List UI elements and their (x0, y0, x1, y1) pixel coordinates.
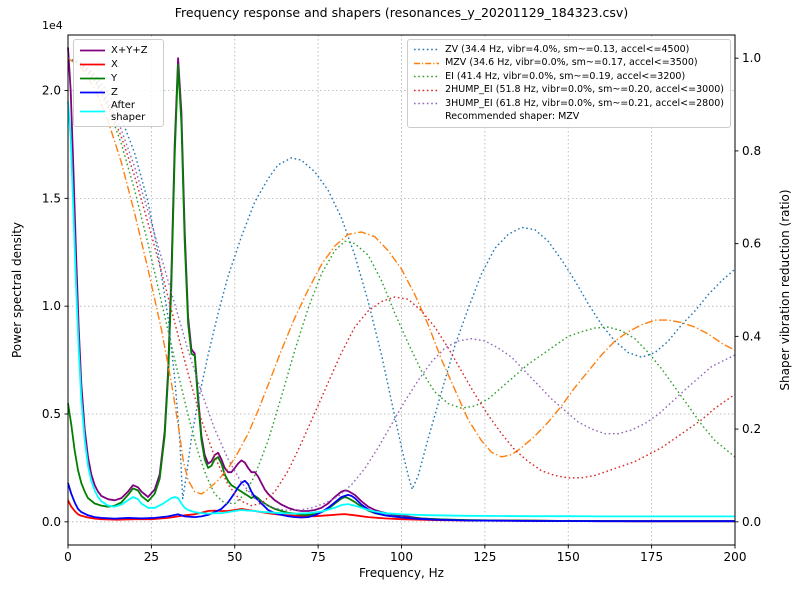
series-3hump-ei (67, 57, 736, 511)
legend-label: After shaper (111, 100, 146, 123)
y-left-tick-label: 0.5 (42, 407, 61, 421)
legend-line-sample (414, 62, 440, 64)
y-left-tick-label: 0.0 (42, 515, 61, 529)
x-tick-label: 75 (310, 550, 325, 564)
legend-item-x: X (79, 57, 157, 71)
y-right-tick-label: 0.6 (742, 237, 761, 251)
x-axis-title: Frequency, Hz (359, 566, 444, 580)
x-tick-label: 25 (144, 550, 159, 564)
legend-line-sample (80, 49, 105, 51)
legend-line-sample (414, 76, 440, 78)
legend-label: X+Y+Z (111, 44, 148, 56)
series-y (67, 63, 735, 523)
x-tick-label: 175 (640, 550, 663, 564)
y-right-tick-label: 0.4 (742, 329, 761, 343)
y-right-tick-label: 0.0 (742, 515, 761, 529)
legend-label: Z (111, 86, 118, 98)
legend-line-sample (414, 89, 440, 91)
x-tick-label: 125 (473, 550, 496, 564)
legend-label: EI (41.4 Hz, vibr=0.0%, sm~=0.19, accel<… (445, 70, 686, 82)
legend-item-zv: ZV (34.4 Hz, vibr=4.0%, sm~=0.13, accel<… (413, 43, 724, 57)
legend-label: MZV (34.6 Hz, vibr=0.0%, sm~=0.17, accel… (445, 57, 698, 69)
legend-label: 2HUMP_EI (51.8 Hz, vibr=0.0%, sm~=0.20, … (445, 84, 724, 96)
legend-item-3hump-ei: 3HUMP_EI (61.8 Hz, vibr=0.0%, sm~=0.21, … (413, 97, 724, 111)
recommended-shaper-note: Recommended shaper: MZV (445, 111, 580, 123)
legend-item-recommended-shaper: Recommended shaper: MZV (413, 111, 724, 125)
legend-item-mzv: MZV (34.6 Hz, vibr=0.0%, sm~=0.17, accel… (413, 57, 724, 71)
x-tick-label: 0 (64, 550, 72, 564)
legend-label: ZV (34.4 Hz, vibr=4.0%, sm~=0.13, accel<… (445, 43, 690, 55)
legend-item-y: Y (79, 71, 157, 85)
y-right-tick-label: 1.0 (742, 51, 761, 65)
x-tick-label: 100 (390, 550, 413, 564)
y-left-tick-label: 2.0 (42, 84, 61, 98)
chart-title: Frequency response and shapers (resonanc… (174, 5, 629, 20)
legend-item-xyz: X+Y+Z (79, 43, 157, 57)
right-axis-title: Shaper vibration reduction (ratio) (778, 189, 792, 391)
series-z (67, 479, 735, 523)
legend-shapers: ZV (34.4 Hz, vibr=4.0%, sm~=0.13, accel<… (407, 39, 731, 128)
legend-line-sample (414, 103, 440, 105)
legend-line-sample (80, 63, 105, 65)
series-ei (67, 57, 736, 504)
legend-item-z: Z (79, 85, 157, 99)
series-mzv (67, 57, 736, 495)
legend-psd: X+Y+Z X Y Z After shaper (73, 39, 164, 127)
x-tick-label: 50 (227, 550, 242, 564)
y-left-tick-label: 1.0 (42, 299, 61, 313)
x-tick-label: 150 (557, 550, 580, 564)
legend-line-sample (80, 91, 105, 93)
y-right-tick-label: 0.2 (742, 422, 761, 436)
series-2hump-ei (67, 57, 736, 507)
legend-label: 3HUMP_EI (61.8 Hz, vibr=0.0%, sm~=0.21, … (445, 97, 724, 109)
series-after-shaper (67, 101, 735, 518)
legend-item-after-shaper: After shaper (79, 99, 157, 123)
legend-line-sample (80, 110, 105, 112)
legend-label: X (111, 58, 118, 70)
x-tick-label: 200 (724, 550, 747, 564)
legend-item-ei: EI (41.4 Hz, vibr=0.0%, sm~=0.19, accel<… (413, 70, 724, 84)
legend-line-sample (80, 77, 105, 79)
left-axis-title: Power spectral density (10, 221, 24, 359)
y-axis-scale-offset: 1e4 (42, 19, 63, 32)
legend-item-2hump-ei: 2HUMP_EI (51.8 Hz, vibr=0.0%, sm~=0.20, … (413, 84, 724, 98)
legend-label: Y (111, 72, 118, 84)
y-right-tick-label: 0.8 (742, 144, 761, 158)
legend-line-sample (414, 49, 440, 51)
y-left-tick-label: 1.5 (42, 191, 61, 205)
